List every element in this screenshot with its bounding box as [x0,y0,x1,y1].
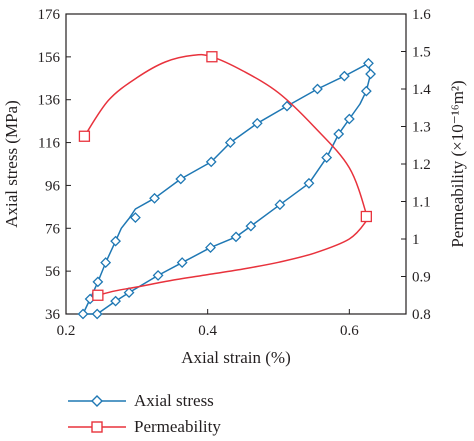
data-point-axial-stress [176,257,188,268]
right-tick-label: 1.4 [412,82,431,98]
legend-label-permeability: Permeability [134,417,221,436]
legend-swatch-permeability [68,421,126,433]
data-point-permeability [360,210,372,223]
data-point-permeability [92,289,104,301]
data-point-axial-stress [245,220,257,232]
x-tick-label: 0.6 [340,323,359,339]
left-axis-label: Axial stress (MPa) [2,100,21,227]
series-line-permeability [83,53,370,297]
data-point-axial-stress [110,295,122,307]
data-point-axial-stress [92,276,104,288]
left-tick-label: 176 [38,7,61,23]
left-tick-label: 56 [45,264,61,280]
data-point-axial-stress [123,287,135,298]
data-point-permeability [78,130,91,142]
legend: Axial stress Permeability [68,388,221,440]
plot-frame [65,13,407,315]
left-tick-label: 76 [45,221,61,237]
legend-item-axial-stress: Axial stress [68,388,221,414]
data-point-axial-stress [110,235,122,247]
data-point-axial-stress [274,199,286,211]
data-point-axial-stress [281,100,293,112]
x-axis-label: Axial strain (%) [181,348,291,367]
legend-swatch-axial-stress [68,395,126,407]
right-axis-label: Permeability (×10⁻¹⁶m²) [448,80,467,247]
right-tick-label: 0.8 [412,307,431,323]
x-tick-label: 0.2 [57,323,76,339]
right-tick-label: 0.9 [412,270,431,286]
right-tick-label: 1.5 [412,45,431,61]
data-point-axial-stress [338,70,350,82]
left-tick-label: 156 [38,50,61,66]
left-tick-label: 96 [45,178,61,194]
data-point-axial-stress [251,117,263,129]
right-tick-label: 1.6 [412,7,431,23]
legend-label-axial-stress: Axial stress [134,391,214,410]
data-point-permeability [206,51,218,63]
data-point-axial-stress [312,83,323,95]
left-tick-label: 136 [38,93,61,109]
series-layer [77,51,377,320]
right-axis-ticks: 0.8 0.9 1 1.1 1.2 1.3 1.4 1.5 1.6 [401,7,431,323]
data-point-axial-stress [175,173,187,185]
legend-item-permeability: Permeability [68,414,221,440]
data-point-axial-stress [77,308,89,320]
right-tick-label: 1 [412,232,420,248]
data-point-axial-stress [303,177,315,189]
data-point-axial-stress [205,156,217,168]
left-tick-label: 36 [45,307,61,323]
data-point-axial-stress [91,308,103,320]
data-point-axial-stress [360,85,372,97]
data-point-axial-stress [343,113,355,125]
x-axis-ticks: 0.2 0.4 0.6 [57,309,359,339]
right-tick-label: 1.3 [412,120,431,136]
right-tick-label: 1.1 [412,195,431,211]
left-axis-ticks: 36 56 76 96 116 136 156 176 [38,7,71,323]
right-tick-label: 1.2 [412,157,431,173]
series-permeability [78,51,372,301]
data-point-axial-stress [152,270,164,281]
data-point-axial-stress [363,57,374,69]
data-point-axial-stress [224,137,236,148]
data-point-axial-stress [230,231,242,243]
left-tick-label: 116 [38,136,60,152]
data-point-axial-stress [205,242,216,253]
data-point-axial-stress [365,68,377,80]
series-axial-stress [77,57,377,320]
series-line-axial-stress [82,62,372,315]
data-point-axial-stress [149,192,160,204]
data-point-axial-stress [333,128,345,140]
x-tick-label: 0.4 [198,323,217,339]
data-point-axial-stress [100,257,112,268]
data-point-axial-stress [129,212,141,223]
data-point-axial-stress [321,152,333,163]
